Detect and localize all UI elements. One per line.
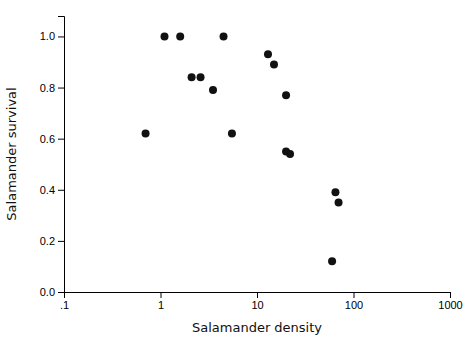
point xyxy=(331,188,339,196)
point xyxy=(286,150,294,158)
point xyxy=(142,130,150,138)
y-tick-label: 0.8 xyxy=(40,82,55,94)
point xyxy=(270,61,278,69)
y-axis: 0.0 0.2 0.4 0.6 0.8 1.0 xyxy=(40,17,65,299)
point xyxy=(188,73,196,81)
plot-area: .1 1 10 100 1000 0.0 0.2 0.4 0.6 0.8 1.0 xyxy=(40,17,463,311)
x-tick-label: 1000 xyxy=(438,299,462,311)
x-axis: .1 1 10 100 1000 xyxy=(60,292,463,311)
x-tick-label: 100 xyxy=(345,299,363,311)
point xyxy=(228,130,236,138)
y-tick: 1.0 xyxy=(40,30,64,42)
y-tick-label: 0.6 xyxy=(40,133,55,145)
y-tick-mark xyxy=(58,36,64,37)
x-tick-mark xyxy=(257,292,258,298)
x-tick-mark xyxy=(161,292,162,298)
y-tick-label: 1.0 xyxy=(40,30,55,42)
y-tick: 0.6 xyxy=(40,133,64,145)
x-axis-line xyxy=(65,293,451,299)
x-axis-title: Salamander density xyxy=(192,320,322,335)
point xyxy=(328,257,336,265)
point xyxy=(282,91,290,99)
x-tick: 1000 xyxy=(438,292,462,311)
y-tick-label: 0.0 xyxy=(40,286,55,298)
y-axis-line xyxy=(58,17,65,293)
chart: .1 1 10 100 1000 0.0 0.2 0.4 0.6 0.8 1.0 Salamander… xyxy=(0,0,474,344)
y-tick-label: 0.4 xyxy=(40,184,55,196)
y-axis-title: Salamander survival xyxy=(4,87,19,220)
x-tick: .1 xyxy=(60,292,69,311)
point xyxy=(209,86,217,94)
x-tick: 1 xyxy=(158,292,164,311)
x-tick-label: .1 xyxy=(60,299,69,311)
points xyxy=(142,32,343,265)
point xyxy=(197,73,205,81)
y-tick: 0.2 xyxy=(40,235,64,247)
y-tick: 0.8 xyxy=(40,82,64,94)
x-tick-label: 10 xyxy=(251,299,263,311)
y-tick-mark xyxy=(58,139,64,140)
x-tick-mark xyxy=(354,292,355,298)
y-tick-mark xyxy=(58,88,64,89)
y-tick: 0.0 xyxy=(40,286,64,298)
y-tick: 0.4 xyxy=(40,184,64,196)
x-tick: 100 xyxy=(345,292,363,311)
y-tick-mark xyxy=(58,190,64,191)
point xyxy=(160,32,168,40)
point xyxy=(264,50,272,58)
y-tick-mark xyxy=(58,292,64,293)
y-tick-mark xyxy=(58,241,64,242)
x-tick-label: 1 xyxy=(158,299,164,311)
point xyxy=(176,32,184,40)
x-tick: 10 xyxy=(251,292,263,311)
x-tick-mark xyxy=(450,292,451,298)
y-tick-label: 0.2 xyxy=(40,235,55,247)
point xyxy=(335,199,343,207)
point xyxy=(220,32,228,40)
